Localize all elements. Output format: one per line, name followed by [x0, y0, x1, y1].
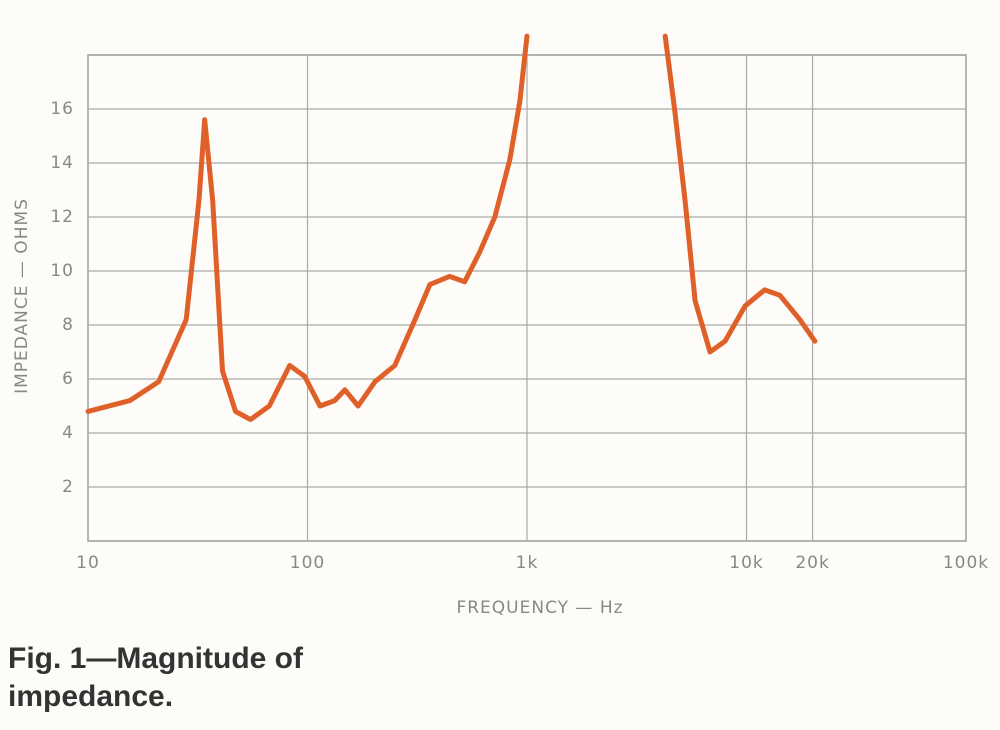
- y-tick-label: 16: [50, 99, 74, 119]
- impedance-curve: [85, 33, 818, 422]
- y-tick-label: 12: [50, 207, 74, 227]
- y-tick-label: 6: [62, 369, 74, 389]
- x-tick-label: 20k: [795, 553, 829, 573]
- y-axis-label: IMPEDANCE — OHMS: [12, 198, 32, 394]
- y-tick-label: 2: [62, 477, 74, 497]
- y-tick-label: 14: [50, 153, 74, 173]
- x-tick-label: 10k: [729, 553, 763, 573]
- caption: Fig. 1—Magnitude of impedance.: [8, 642, 303, 713]
- y-tick-label: 4: [62, 423, 74, 443]
- x-tick-label: 100k: [943, 553, 989, 573]
- y-tick-label: 10: [50, 261, 74, 281]
- chart: IMPEDANCE — OHMS FREQUENCY — Hz 2 4 6 8 10 12…: [12, 33, 989, 618]
- x-tick-label: 1k: [516, 553, 539, 573]
- x-axis-label: FREQUENCY — Hz: [456, 598, 623, 618]
- x-tick-label: 100: [290, 553, 325, 573]
- y-tick-label: 8: [62, 315, 74, 335]
- x-tick-label: 10: [76, 553, 100, 573]
